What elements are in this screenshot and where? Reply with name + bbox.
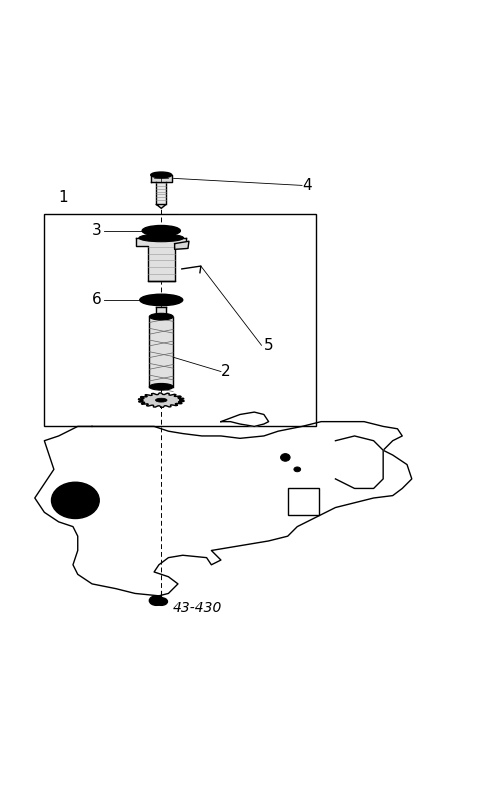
Ellipse shape bbox=[139, 234, 183, 242]
Ellipse shape bbox=[294, 467, 300, 472]
Ellipse shape bbox=[151, 172, 172, 178]
Polygon shape bbox=[156, 182, 166, 204]
Polygon shape bbox=[156, 307, 166, 317]
Text: 1: 1 bbox=[59, 190, 68, 205]
Bar bbox=[288, 488, 319, 515]
Ellipse shape bbox=[153, 229, 170, 233]
Ellipse shape bbox=[151, 236, 172, 241]
Ellipse shape bbox=[281, 454, 290, 461]
Ellipse shape bbox=[155, 597, 168, 605]
Ellipse shape bbox=[60, 489, 91, 512]
Ellipse shape bbox=[151, 297, 172, 303]
Text: 2: 2 bbox=[221, 364, 230, 379]
Polygon shape bbox=[35, 421, 412, 596]
Ellipse shape bbox=[149, 314, 173, 320]
Ellipse shape bbox=[51, 483, 99, 519]
Ellipse shape bbox=[140, 294, 183, 306]
Text: 4: 4 bbox=[302, 178, 312, 193]
Ellipse shape bbox=[149, 384, 173, 390]
Polygon shape bbox=[336, 436, 383, 488]
Ellipse shape bbox=[142, 226, 180, 236]
Polygon shape bbox=[136, 238, 186, 281]
Polygon shape bbox=[149, 317, 173, 387]
Text: 5: 5 bbox=[264, 338, 274, 353]
Text: 6: 6 bbox=[92, 292, 102, 307]
Text: 3: 3 bbox=[92, 223, 102, 238]
Ellipse shape bbox=[156, 399, 167, 402]
Text: 43-430: 43-430 bbox=[172, 601, 222, 615]
Bar bbox=[44, 214, 316, 427]
Polygon shape bbox=[151, 175, 172, 182]
Ellipse shape bbox=[149, 596, 164, 605]
Polygon shape bbox=[138, 393, 184, 407]
Polygon shape bbox=[156, 204, 166, 208]
Polygon shape bbox=[221, 412, 269, 427]
Polygon shape bbox=[175, 241, 189, 249]
